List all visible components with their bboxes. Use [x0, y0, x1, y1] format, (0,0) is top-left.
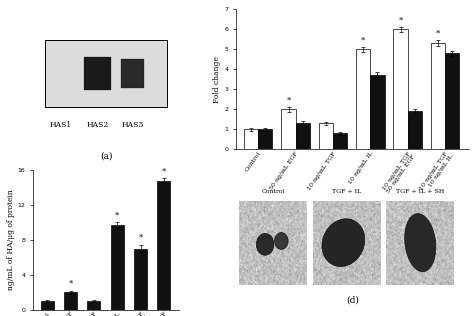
Bar	[319, 123, 333, 149]
Text: *: *	[399, 17, 403, 25]
Text: HAS2: HAS2	[86, 121, 109, 129]
Text: *: *	[115, 211, 119, 219]
Bar	[244, 129, 258, 149]
Bar	[296, 123, 310, 149]
Bar	[111, 225, 124, 310]
Bar	[333, 133, 347, 149]
Bar	[445, 53, 459, 149]
Y-axis label: ng/mL of HA/μg of protein: ng/mL of HA/μg of protein	[7, 190, 15, 290]
Bar	[45, 40, 167, 107]
Bar	[408, 111, 422, 149]
Bar	[157, 180, 170, 310]
Bar	[393, 29, 408, 149]
Bar	[370, 75, 384, 149]
Text: HAS3: HAS3	[122, 121, 144, 129]
Text: *: *	[286, 96, 291, 104]
Text: (b): (b)	[346, 236, 359, 245]
Bar	[84, 57, 111, 90]
Bar	[258, 129, 273, 149]
Bar	[87, 301, 100, 310]
Bar	[41, 301, 54, 310]
Bar	[121, 59, 144, 88]
Bar	[64, 292, 77, 310]
Text: *: *	[138, 234, 143, 242]
Text: *: *	[361, 37, 365, 45]
Bar	[282, 109, 296, 149]
Text: TGF + IL + SH: TGF + IL + SH	[396, 189, 445, 194]
Text: (d): (d)	[346, 295, 359, 304]
Text: *: *	[162, 167, 166, 175]
Text: TGF + IL: TGF + IL	[332, 189, 361, 194]
Bar	[134, 249, 147, 310]
Y-axis label: Fold change: Fold change	[213, 56, 221, 103]
Text: HAS1: HAS1	[50, 121, 72, 129]
Text: Control: Control	[262, 189, 285, 194]
Bar	[431, 43, 445, 149]
Text: *: *	[436, 30, 440, 38]
Text: (a): (a)	[100, 152, 112, 161]
Text: *: *	[68, 280, 73, 288]
Bar	[356, 49, 370, 149]
